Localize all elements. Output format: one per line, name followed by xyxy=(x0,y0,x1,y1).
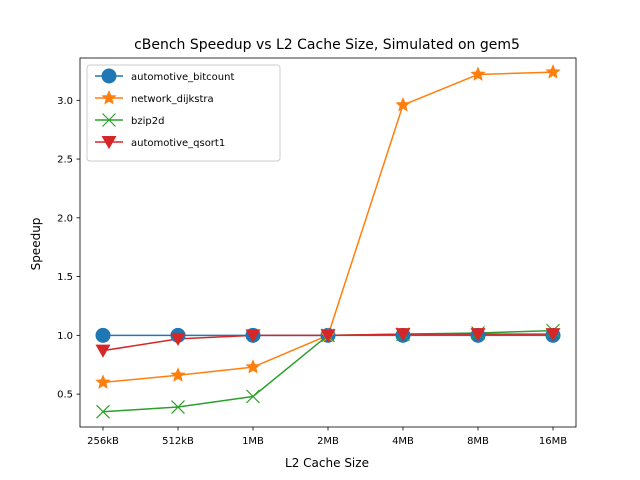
y-axis-label: Speedup xyxy=(29,218,43,271)
data-point-2-0 xyxy=(96,404,110,419)
legend-marker-2 xyxy=(102,113,116,127)
legend-label: bzip2d xyxy=(131,116,164,127)
x-tick-label: 256kB xyxy=(87,436,119,447)
x-tick-label: 512kB xyxy=(162,436,194,447)
x-tick-label: 8MB xyxy=(467,436,489,447)
data-point-1-2 xyxy=(245,359,261,374)
data-point-2-2 xyxy=(246,389,260,404)
x-tick-label: 16MB xyxy=(539,436,567,447)
y-tick-label: 1.0 xyxy=(57,331,73,342)
y-tick-label: 0.5 xyxy=(57,390,73,401)
data-point-3-6 xyxy=(545,328,561,342)
legend-marker-3 xyxy=(101,136,117,150)
data-point-1-6 xyxy=(545,64,561,79)
data-point-1-1 xyxy=(170,367,186,382)
legend-marker-0 xyxy=(101,68,117,84)
data-point-1-5 xyxy=(470,66,486,81)
legend: automotive_bitcount network_dijkstra bzip2… xyxy=(86,64,281,162)
data-point-1-0 xyxy=(95,374,111,389)
data-point-3-3 xyxy=(320,329,336,343)
chart-title: cBench Speedup vs L2 Cache Size, Simulat… xyxy=(134,37,520,53)
data-point-3-4 xyxy=(395,328,411,342)
data-point-3-0 xyxy=(95,344,111,358)
y-tick-label: 1.5 xyxy=(57,272,73,283)
y-tick-label: 2.5 xyxy=(57,155,73,166)
x-tick-label: 1MB xyxy=(242,436,264,447)
data-point-1-4 xyxy=(395,97,411,112)
x-axis-label: L2 Cache Size xyxy=(285,456,369,470)
data-point-3-2 xyxy=(245,329,261,343)
data-point-3-5 xyxy=(470,328,486,342)
data-point-0-0 xyxy=(95,327,111,343)
plot-area: 256kB 512kB 1MB 2MB 4MB 8MB 16MB 0.5 1.0 1.5 2.0 2.… xyxy=(57,57,577,447)
legend-box xyxy=(86,64,281,162)
data-point-3-1 xyxy=(170,332,186,346)
data-point-2-1 xyxy=(171,400,185,414)
legend-label: automotive_bitcount xyxy=(131,72,234,83)
legend-label: automotive_qsort1 xyxy=(131,138,225,149)
legend-marker-1 xyxy=(101,90,117,105)
x-tick-label: 4MB xyxy=(392,436,414,447)
y-tick-label: 2.0 xyxy=(57,213,73,224)
y-tick-label: 3.0 xyxy=(57,96,73,107)
x-tick-label: 2MB xyxy=(317,436,339,447)
legend-label: network_dijkstra xyxy=(131,94,214,105)
